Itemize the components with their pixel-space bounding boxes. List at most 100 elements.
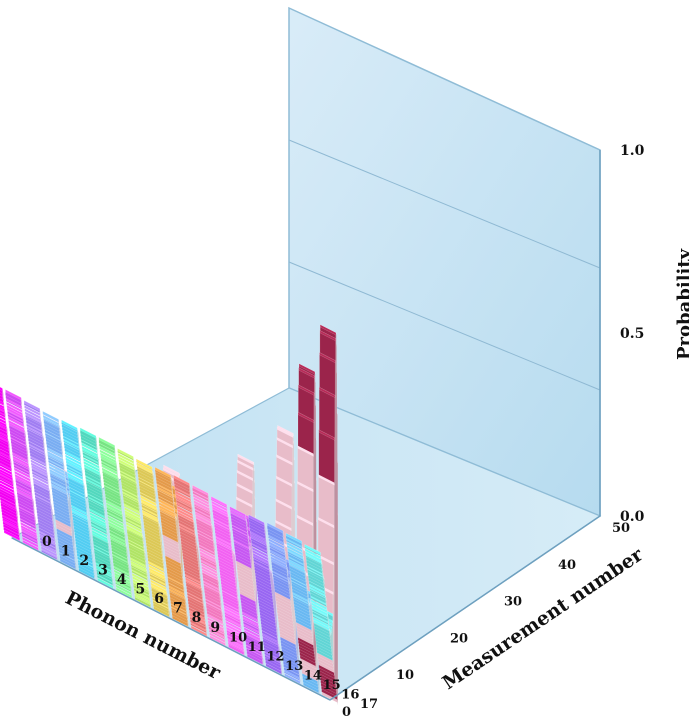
bar-p6-m46: [114, 574, 132, 589]
bar-p1-m10: [8, 419, 25, 433]
bar-p1-m9: [7, 416, 25, 430]
bar-p16-m9: [288, 558, 306, 573]
bar-p6-m21: [105, 499, 123, 514]
bar-p1-m11: [8, 421, 26, 436]
bar-p13-m41: [243, 627, 261, 641]
bar-p13-m2: [229, 509, 247, 524]
bar-p1-m44: [20, 521, 37, 535]
bar-p8-m43: [150, 584, 168, 599]
bar-p1-m5: [6, 404, 24, 418]
z-axis-label: Probability: [674, 248, 689, 360]
bar-p0-m30: [0, 471, 14, 484]
bar-p7-m26: [126, 524, 143, 539]
phonon-tick-5: 5: [136, 582, 146, 598]
bar-p1-m27: [14, 470, 31, 484]
bar-p14-m11: [251, 546, 269, 560]
bar-p5-m33: [91, 526, 108, 540]
bar-p12-m4: [211, 505, 229, 520]
bar-p8-m41: [150, 579, 167, 593]
bar-p2-m25: [32, 473, 49, 488]
bar-p1-m46: [21, 526, 38, 541]
bar-p10-m5: [174, 490, 192, 504]
bar-p11-m1: [192, 484, 209, 502]
bar-p3-m18: [48, 462, 66, 476]
bar-p14-m7: [250, 533, 267, 548]
bar-p1-m49: [22, 536, 39, 550]
bar-p4-m12: [65, 454, 82, 468]
phonon-tick-11: 11: [248, 640, 266, 655]
bar-p13-m42: [244, 630, 261, 644]
phonon-tick-15: 15: [323, 678, 341, 693]
bar-p15-m1: [266, 522, 284, 540]
bar-p8-m13: [140, 495, 157, 509]
bar-p13-m37: [242, 615, 259, 629]
bar-p6-m27: [107, 518, 125, 532]
bar-p7-m49: [134, 593, 151, 608]
bar-p15-m11: [270, 556, 288, 570]
bar-p2-m49: [40, 545, 58, 560]
bar-p5-m28: [89, 511, 106, 525]
bar-p0-m7: [0, 406, 6, 415]
bar-p17-m3: [305, 551, 322, 565]
bar-p15-m5: [268, 538, 285, 552]
bar-p11-m21: [199, 547, 216, 562]
bar-p2-m3: [24, 408, 42, 422]
phonon-axis: [11, 537, 331, 701]
bar-p4-m14: [65, 459, 83, 474]
bar-p10-m1: [173, 474, 190, 492]
bar-p2-m1: [23, 400, 41, 416]
bar-p4-m29: [71, 504, 88, 519]
bar-p2-m2: [24, 405, 41, 419]
bar-p7-m19: [123, 503, 141, 518]
bar-p8-m2: [136, 462, 153, 476]
bar-p12-m2: [211, 500, 228, 514]
bar-p6-m4: [99, 449, 117, 463]
bar-p0-m35: [0, 485, 15, 499]
bar-p8-m37: [148, 567, 166, 581]
bar-p12-m48: [227, 637, 245, 652]
bar-p1-m22: [12, 455, 30, 469]
bar-p3-m1: [42, 411, 60, 425]
bar-p16-m3: [286, 541, 303, 555]
bar-p5-m29: [89, 514, 107, 528]
bar-p7-m3: [118, 455, 135, 470]
bar-p1-m26: [13, 467, 31, 481]
bar-p3-m19: [48, 465, 66, 479]
bar-p15-m12: [270, 558, 288, 573]
measurement-tick-50: 50: [612, 521, 630, 536]
bar-p4-m1: [61, 419, 78, 435]
bar-p11-m27: [201, 566, 218, 580]
bar-p5-m1: [79, 427, 97, 444]
phonon-tick-3: 3: [98, 563, 108, 579]
bar-p8-m1: [136, 458, 153, 473]
bar-p13-m1: [229, 506, 247, 521]
bar-p11-m45: [207, 620, 225, 634]
bar-p6-m3: [99, 445, 116, 460]
bar-p2-m48: [40, 542, 57, 557]
bar-p6-m10: [101, 467, 119, 481]
measurement-axis: [329, 515, 601, 701]
bar-p7-m25: [125, 521, 143, 536]
bar-p11-m22: [199, 550, 217, 565]
phonon-tick-6: 6: [154, 591, 164, 607]
bar-p10-m11: [176, 508, 194, 522]
bar-p0-m11: [0, 418, 7, 427]
bar-p6-m1: [98, 437, 116, 454]
bar-p7-m4: [118, 458, 135, 473]
bar-p11-m9: [194, 511, 212, 526]
wall-gridline-1.0: [288, 139, 601, 269]
bar-p9-m11: [158, 498, 175, 513]
phonon-tick-16: 16: [341, 687, 359, 702]
phonon-tick-17: 17: [360, 697, 378, 712]
bar-p11-m3: [192, 493, 210, 508]
measurement-tick-10: 10: [396, 668, 414, 683]
bar-p6-m49: [115, 584, 133, 598]
measurement-tick-labels: 0 10 20 30 40 50: [342, 521, 630, 718]
bar-p3-m20: [49, 468, 66, 482]
phonon-tick-10: 10: [229, 630, 247, 645]
bar-p8-m18: [142, 509, 159, 524]
bar-p0-m5: [0, 400, 5, 409]
phonon-tick-14: 14: [304, 668, 322, 683]
bar-p10-m45: [189, 609, 206, 624]
measurement-tick-0: 0: [342, 705, 351, 718]
